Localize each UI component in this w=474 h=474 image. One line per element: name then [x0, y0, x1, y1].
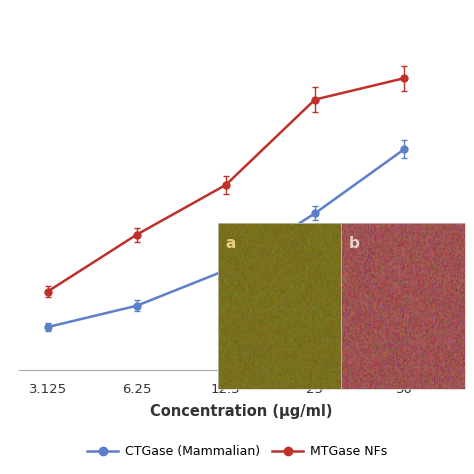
Text: b: b [349, 236, 360, 251]
X-axis label: Concentration (μg/ml): Concentration (μg/ml) [150, 404, 333, 419]
Legend: CTGase (Mammalian), MTGase NFs: CTGase (Mammalian), MTGase NFs [82, 440, 392, 463]
Text: a: a [226, 236, 236, 251]
